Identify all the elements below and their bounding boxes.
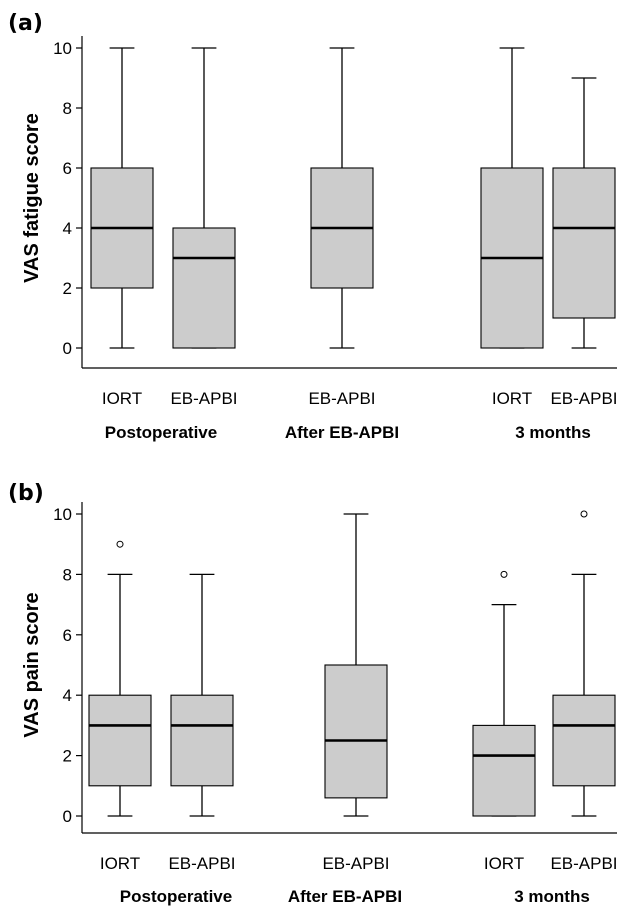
outlier-point — [500, 570, 508, 578]
box-eb-apbi-3-months — [552, 77, 616, 349]
category-label: EB-APBI — [170, 389, 237, 408]
y-tick-label: 8 — [63, 99, 72, 118]
category-label: EB-APBI — [168, 854, 235, 873]
group-label: After EB-APBI — [285, 423, 399, 442]
box-eb-apbi-postoperative — [172, 47, 236, 349]
y-tick-label: 10 — [53, 505, 72, 524]
y-tick-label: 8 — [63, 565, 72, 584]
category-label: IORT — [484, 854, 524, 873]
box-iort-3-months — [472, 570, 536, 817]
y-tick-label: 2 — [63, 279, 72, 298]
box-iort-postoperative — [90, 47, 154, 349]
y-tick-label: 6 — [63, 626, 72, 645]
y-tick-label: 0 — [63, 339, 72, 358]
chart-panel-b: (b) 0 2 4 6 8 10 VAS pain score IORT EB-APBI EB-AP… — [8, 481, 618, 906]
category-label: EB-APBI — [550, 854, 617, 873]
panel-label: (a) — [8, 11, 43, 36]
group-label: Postoperative — [120, 887, 232, 906]
box-iqr — [170, 694, 234, 787]
outlier-point — [116, 540, 124, 548]
panel-label: (b) — [8, 481, 44, 506]
box-iqr — [552, 167, 616, 319]
category-label: IORT — [492, 389, 532, 408]
group-label: After EB-APBI — [288, 887, 402, 906]
category-label: EB-APBI — [308, 389, 375, 408]
y-axis-label: VAS fatigue score — [21, 113, 43, 283]
group-label: 3 months — [515, 423, 591, 442]
box-iort-postoperative — [88, 540, 152, 817]
box-iqr — [324, 664, 388, 799]
outlier-point — [580, 510, 588, 518]
box-eb-apbi-postoperative — [170, 573, 234, 817]
box-eb-apbi-after-eb-apbi — [324, 513, 388, 817]
y-tick-label: 4 — [63, 219, 72, 238]
box-iort-3-months — [480, 47, 544, 349]
box-eb-apbi-after-eb-apbi — [310, 47, 374, 349]
category-label: IORT — [100, 854, 140, 873]
box-iqr — [88, 694, 152, 787]
y-axis-label: VAS pain score — [21, 592, 43, 737]
category-label: EB-APBI — [322, 854, 389, 873]
box-iqr — [472, 724, 536, 817]
box-iqr — [552, 694, 616, 787]
group-label: 3 months — [514, 887, 590, 906]
y-tick-label: 4 — [63, 686, 72, 705]
y-tick-label: 0 — [63, 807, 72, 826]
category-label: EB-APBI — [550, 389, 617, 408]
box-eb-apbi-3-months — [552, 510, 616, 817]
box-iqr — [172, 227, 236, 349]
category-label: IORT — [102, 389, 142, 408]
y-tick-label: 2 — [63, 747, 72, 766]
chart-panel-a: (a) 0 2 4 6 8 10 VAS fatigue score IORT EB-APBI EB… — [8, 11, 618, 442]
y-tick-label: 6 — [63, 159, 72, 178]
group-label: Postoperative — [105, 423, 217, 442]
y-tick-label: 10 — [53, 39, 72, 58]
